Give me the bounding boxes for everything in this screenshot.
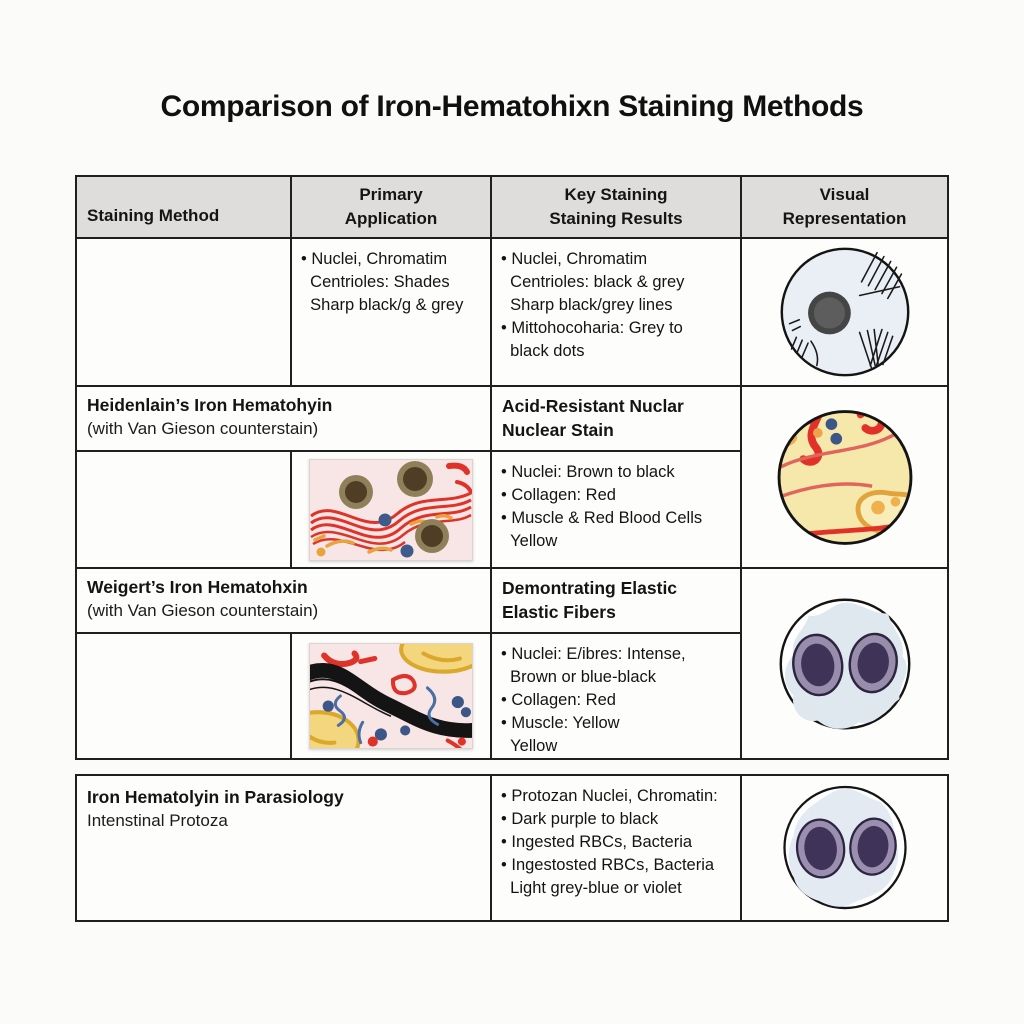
row3-method-note: (with Van Gieson counterstain) xyxy=(87,600,319,620)
row1-visual-cell xyxy=(742,239,947,387)
row2-method-name: Heidenlain’s Iron Hematohyin xyxy=(87,395,333,415)
cell-nucleus xyxy=(807,291,851,335)
row2-left-cell-empty xyxy=(77,452,292,569)
collagen-micrograph-illustration xyxy=(310,459,473,560)
left-nucleus xyxy=(791,633,843,696)
parasitology-method-cell: Iron Hematolyin in Parasiology Intenstin… xyxy=(77,776,492,920)
row1-key-results: • Nuclei, Chromatim Centrioles: black & … xyxy=(492,239,742,387)
row1-primary-application: • Nuclei, Chromatim Centrioles: Shades S… xyxy=(292,239,492,387)
row2-micrograph-cell xyxy=(292,452,492,569)
row3-micrograph-cell xyxy=(292,634,492,758)
blue-dots xyxy=(322,696,471,741)
black-elastic-band xyxy=(301,662,479,738)
red-collagen-waves xyxy=(310,462,473,551)
purple-nuclei-cell-illustration xyxy=(779,598,910,729)
row2-key-results: • Nuclei: Brown to black • Collagen: Red… xyxy=(492,452,742,569)
pink-tissue-micrograph xyxy=(309,458,473,561)
row3-visual-cell xyxy=(742,569,947,758)
column-header-key-staining-results: Key Staining Staining Results xyxy=(492,177,742,239)
row3-left-cell-empty xyxy=(77,634,292,758)
row1-method-cell-empty xyxy=(77,239,292,387)
column-header-staining-method: Staining Method xyxy=(77,177,292,239)
right-nucleus xyxy=(848,817,897,876)
row3-method-cell: Weigert’s Iron Hematohxin (with Van Gies… xyxy=(77,569,492,634)
row2-visual-cell xyxy=(742,387,947,569)
column-header-visual-representation: Visual Representation xyxy=(742,177,947,239)
row3-result-heading: Demontrating Elastic Elastic Fibers xyxy=(492,569,742,634)
pink-tissue-micrograph-elastic xyxy=(292,634,489,758)
brown-nuclei xyxy=(339,460,449,553)
protozoan-cell-illustration xyxy=(782,785,907,910)
column-header-primary-application: Primary Application xyxy=(292,177,492,239)
page-title: Comparison of Iron-Hematohixn Staining M… xyxy=(160,90,864,123)
parasitology-visual-cell xyxy=(742,776,947,920)
left-nucleus xyxy=(795,818,845,879)
blue-lines xyxy=(333,686,440,745)
black-streak-lines xyxy=(788,251,902,369)
parasitology-method-name: Iron Hematolyin in Parasiology xyxy=(87,787,344,807)
parasitology-table: Iron Hematolyin in Parasiology Intenstin… xyxy=(75,774,949,922)
parasitology-method-note: Intenstinal Protoza xyxy=(87,810,228,830)
parasitology-key-results: • Protozan Nuclei, Chromatin: • Dark pur… xyxy=(492,776,742,920)
grey-nucleus-cell-illustration xyxy=(780,247,909,377)
staining-methods-table: Staining Method Primary Application Key … xyxy=(75,175,949,760)
right-nucleus xyxy=(848,632,898,693)
red-marks xyxy=(321,650,464,753)
row3-key-results: • Nuclei: E/ibres: Intense, Brown or blu… xyxy=(492,634,742,758)
row2-method-note: (with Van Gieson counterstain) xyxy=(87,418,319,438)
elastic-fibre-micrograph-illustration xyxy=(292,634,489,758)
yellow-tissue-circle-illustration xyxy=(777,409,912,545)
row2-method-cell: Heidenlain’s Iron Hematohyin (with Van G… xyxy=(77,387,492,452)
row2-result-heading: Acid-Resistant Nuclar Nuclear Stain xyxy=(492,387,742,452)
row3-method-name: Weigert’s Iron Hematohxin xyxy=(87,577,308,597)
